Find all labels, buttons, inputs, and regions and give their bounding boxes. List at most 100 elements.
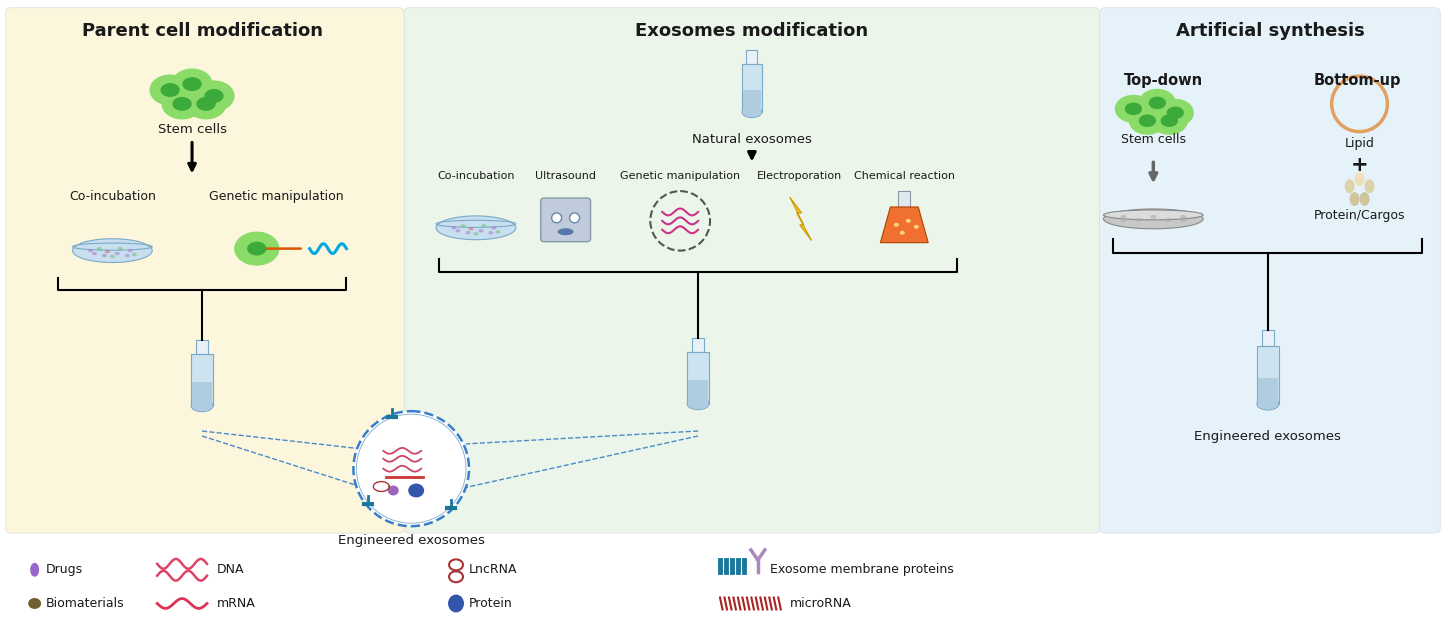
Ellipse shape bbox=[247, 242, 266, 255]
Ellipse shape bbox=[1257, 398, 1278, 410]
Ellipse shape bbox=[894, 223, 899, 227]
Circle shape bbox=[353, 412, 469, 526]
FancyBboxPatch shape bbox=[1099, 8, 1440, 533]
Ellipse shape bbox=[1345, 179, 1355, 193]
Ellipse shape bbox=[1180, 218, 1186, 222]
Ellipse shape bbox=[1139, 115, 1155, 126]
Ellipse shape bbox=[479, 229, 483, 233]
FancyBboxPatch shape bbox=[746, 50, 758, 64]
Ellipse shape bbox=[101, 254, 107, 257]
Ellipse shape bbox=[184, 78, 201, 90]
FancyBboxPatch shape bbox=[197, 340, 208, 354]
Ellipse shape bbox=[127, 249, 133, 252]
Ellipse shape bbox=[174, 97, 191, 110]
Text: Stem cells: Stem cells bbox=[1121, 133, 1186, 146]
Ellipse shape bbox=[496, 230, 500, 234]
Ellipse shape bbox=[451, 226, 457, 229]
Ellipse shape bbox=[205, 90, 223, 102]
Ellipse shape bbox=[687, 397, 709, 410]
Ellipse shape bbox=[194, 81, 234, 111]
Ellipse shape bbox=[492, 226, 496, 229]
Text: Drugs: Drugs bbox=[46, 563, 82, 576]
Ellipse shape bbox=[88, 249, 93, 252]
Ellipse shape bbox=[473, 232, 479, 236]
Ellipse shape bbox=[1157, 99, 1193, 126]
Ellipse shape bbox=[1359, 192, 1369, 206]
FancyBboxPatch shape bbox=[405, 8, 1099, 533]
Ellipse shape bbox=[114, 252, 120, 255]
Ellipse shape bbox=[482, 224, 486, 227]
Text: LncRNA: LncRNA bbox=[469, 563, 518, 576]
Ellipse shape bbox=[1103, 209, 1203, 229]
Ellipse shape bbox=[1349, 192, 1359, 206]
Ellipse shape bbox=[1258, 399, 1278, 410]
Ellipse shape bbox=[558, 228, 574, 235]
Ellipse shape bbox=[1365, 179, 1375, 193]
Ellipse shape bbox=[489, 231, 493, 234]
Ellipse shape bbox=[570, 213, 580, 223]
FancyBboxPatch shape bbox=[898, 191, 911, 207]
Ellipse shape bbox=[437, 216, 516, 240]
Ellipse shape bbox=[1165, 218, 1171, 222]
Text: Chemical reaction: Chemical reaction bbox=[853, 171, 954, 182]
Ellipse shape bbox=[161, 83, 179, 96]
Ellipse shape bbox=[742, 106, 762, 117]
Text: Engineered exosomes: Engineered exosomes bbox=[338, 534, 484, 547]
Ellipse shape bbox=[197, 97, 215, 110]
Ellipse shape bbox=[1129, 108, 1165, 134]
Ellipse shape bbox=[455, 229, 460, 233]
FancyBboxPatch shape bbox=[688, 380, 709, 404]
Ellipse shape bbox=[93, 252, 97, 255]
Ellipse shape bbox=[1139, 90, 1176, 117]
Ellipse shape bbox=[448, 594, 464, 612]
Text: DNA: DNA bbox=[217, 563, 244, 576]
Text: Artificial synthesis: Artificial synthesis bbox=[1176, 22, 1364, 39]
Text: mRNA: mRNA bbox=[217, 597, 256, 610]
FancyBboxPatch shape bbox=[191, 354, 213, 406]
Ellipse shape bbox=[914, 225, 918, 229]
Ellipse shape bbox=[234, 233, 279, 265]
Ellipse shape bbox=[1121, 215, 1126, 219]
Ellipse shape bbox=[192, 400, 213, 411]
Ellipse shape bbox=[1103, 210, 1203, 220]
Ellipse shape bbox=[1355, 172, 1365, 186]
FancyBboxPatch shape bbox=[743, 90, 761, 112]
FancyBboxPatch shape bbox=[1257, 346, 1278, 404]
Text: Exosomes modification: Exosomes modification bbox=[635, 22, 869, 39]
Ellipse shape bbox=[187, 89, 226, 118]
Ellipse shape bbox=[172, 69, 213, 99]
Ellipse shape bbox=[743, 107, 761, 117]
FancyBboxPatch shape bbox=[1262, 330, 1274, 346]
Ellipse shape bbox=[469, 227, 473, 231]
Text: Lipid: Lipid bbox=[1345, 137, 1375, 150]
Ellipse shape bbox=[388, 485, 399, 496]
Text: Bottom-up: Bottom-up bbox=[1314, 73, 1401, 88]
Ellipse shape bbox=[466, 231, 470, 234]
Ellipse shape bbox=[162, 89, 202, 118]
Text: Protein: Protein bbox=[469, 597, 513, 610]
FancyBboxPatch shape bbox=[192, 382, 213, 406]
Text: Stem cells: Stem cells bbox=[158, 123, 227, 136]
Text: Engineered exosomes: Engineered exosomes bbox=[1194, 431, 1342, 443]
Ellipse shape bbox=[905, 219, 911, 223]
Ellipse shape bbox=[106, 250, 110, 254]
Ellipse shape bbox=[1151, 108, 1187, 134]
Ellipse shape bbox=[191, 399, 213, 412]
FancyBboxPatch shape bbox=[541, 198, 590, 241]
Ellipse shape bbox=[1135, 218, 1141, 222]
Ellipse shape bbox=[1167, 107, 1183, 118]
Ellipse shape bbox=[688, 398, 709, 409]
Ellipse shape bbox=[30, 563, 39, 576]
Ellipse shape bbox=[1125, 103, 1141, 115]
Text: Electroporation: Electroporation bbox=[758, 171, 843, 182]
Ellipse shape bbox=[460, 224, 466, 227]
Ellipse shape bbox=[124, 254, 130, 257]
Ellipse shape bbox=[117, 247, 123, 250]
Text: Genetic manipulation: Genetic manipulation bbox=[210, 190, 344, 203]
FancyBboxPatch shape bbox=[742, 64, 762, 112]
Text: microRNA: microRNA bbox=[790, 597, 852, 610]
Text: Co-incubation: Co-incubation bbox=[69, 190, 156, 203]
Ellipse shape bbox=[110, 255, 114, 258]
Ellipse shape bbox=[27, 598, 40, 609]
Text: Co-incubation: Co-incubation bbox=[437, 171, 515, 182]
